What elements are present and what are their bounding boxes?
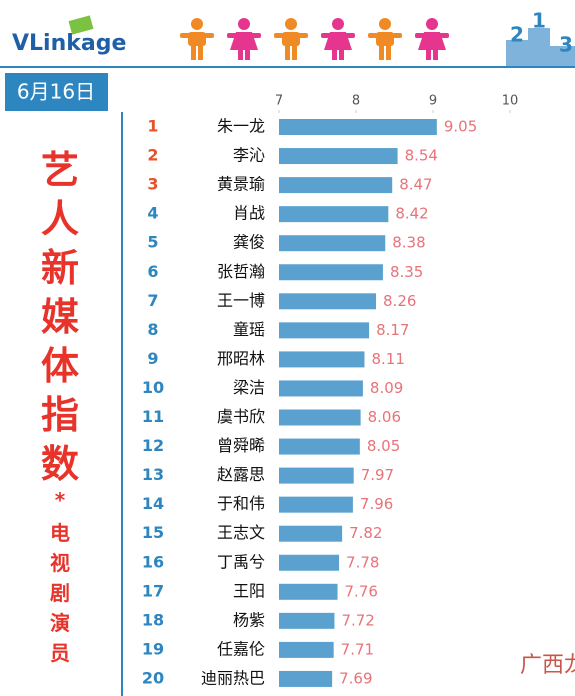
value-label: 7.72 xyxy=(341,611,374,629)
rank: 4 xyxy=(147,204,158,223)
y-tick-label: 王一博 xyxy=(217,291,265,310)
y-tick-label: 朱一龙 xyxy=(217,117,265,136)
y-tick-label: 迪丽热巴 xyxy=(201,668,265,687)
value-label: 7.96 xyxy=(360,495,393,513)
y-tick-label: 龚俊 xyxy=(233,233,265,252)
rank: 18 xyxy=(142,610,164,629)
rank: 3 xyxy=(147,175,158,194)
star: * xyxy=(54,488,66,512)
rank: 6 xyxy=(147,262,158,281)
y-tick-label: 曾舜晞 xyxy=(217,436,265,455)
podium-label: 2 xyxy=(510,23,524,47)
bar xyxy=(279,496,353,513)
rank: 15 xyxy=(142,523,164,542)
value-label: 8.35 xyxy=(390,263,423,281)
x-tick-label: 9 xyxy=(429,94,437,109)
bar xyxy=(279,264,383,281)
logo: VLinkage xyxy=(12,31,126,56)
x-tick-label: 7 xyxy=(275,94,283,109)
bar xyxy=(279,177,393,194)
bar xyxy=(279,438,360,455)
rank: 1 xyxy=(147,117,158,136)
value-label: 7.71 xyxy=(341,640,374,658)
podium-label: 3 xyxy=(559,33,573,57)
bar xyxy=(279,119,437,135)
bar xyxy=(279,380,363,397)
y-tick-label: 李沁 xyxy=(233,146,265,165)
bar xyxy=(279,206,389,223)
rank: 16 xyxy=(142,552,164,571)
value-label: 7.69 xyxy=(339,669,372,687)
bar xyxy=(279,641,334,658)
vertical-subtitle: 电视剧演员 xyxy=(50,521,70,665)
value-label: 8.26 xyxy=(383,292,416,310)
value-label: 8.11 xyxy=(371,350,404,368)
y-tick-label: 邢昭林 xyxy=(217,349,265,368)
y-tick-label: 童瑶 xyxy=(233,320,265,339)
people-icons xyxy=(180,18,449,60)
value-label: 8.38 xyxy=(392,234,425,252)
value-label: 7.78 xyxy=(346,553,379,571)
date-box xyxy=(5,73,108,111)
bar xyxy=(279,148,398,165)
y-tick-label: 丁禹兮 xyxy=(217,552,265,571)
y-tick-label: 王阳 xyxy=(233,581,265,600)
bar xyxy=(279,554,340,571)
value-label: 8.17 xyxy=(376,321,409,339)
value-label: 9.05 xyxy=(444,118,477,136)
rank: 13 xyxy=(142,465,164,484)
bar xyxy=(279,409,361,426)
value-label: 8.06 xyxy=(368,408,401,426)
rank: 12 xyxy=(142,436,164,455)
rank: 17 xyxy=(142,581,164,600)
bar xyxy=(279,293,377,310)
bar xyxy=(279,467,354,484)
y-tick-label: 张哲瀚 xyxy=(217,262,265,281)
bar xyxy=(279,525,343,542)
podium: 2 1 3 xyxy=(506,9,575,66)
y-tick-label: 肖战 xyxy=(233,204,265,223)
rank: 9 xyxy=(147,349,158,368)
bar xyxy=(279,583,338,600)
bar xyxy=(279,351,365,368)
value-label: 8.54 xyxy=(405,147,438,165)
bar xyxy=(279,322,370,339)
date: 6月16日 xyxy=(17,80,95,104)
y-tick-label: 黄景瑜 xyxy=(217,175,265,194)
rank: 8 xyxy=(147,320,158,339)
bar xyxy=(279,235,386,252)
y-tick-label: 王志文 xyxy=(217,523,265,542)
rank: 19 xyxy=(142,639,164,658)
value-label: 8.47 xyxy=(399,176,432,194)
bar xyxy=(279,612,335,629)
value-label: 7.82 xyxy=(349,524,382,542)
rank: 20 xyxy=(142,668,164,687)
y-tick-label: 任嘉伦 xyxy=(217,639,265,658)
podium-label: 1 xyxy=(532,9,546,33)
logo-icon xyxy=(68,15,94,35)
rank: 2 xyxy=(147,146,158,165)
y-tick-label: 虞书欣 xyxy=(217,407,265,426)
bar xyxy=(279,670,333,687)
y-tick-label: 杨紫 xyxy=(233,610,265,629)
value-label: 7.97 xyxy=(361,466,394,484)
value-label: 8.05 xyxy=(367,437,400,455)
watermark: 广西龙网 xyxy=(520,653,575,678)
y-tick-label: 于和伟 xyxy=(217,494,265,513)
rank: 5 xyxy=(147,233,158,252)
y-tick-label: 赵露思 xyxy=(217,465,265,484)
x-tick-label: 10 xyxy=(502,94,519,109)
rank: 7 xyxy=(147,291,158,310)
x-tick-label: 8 xyxy=(352,94,360,109)
value-label: 7.76 xyxy=(345,582,378,600)
rank: 10 xyxy=(142,378,164,397)
value-label: 8.42 xyxy=(395,205,428,223)
rank: 14 xyxy=(142,494,164,513)
value-label: 8.09 xyxy=(370,379,403,397)
vertical-title: 艺人新媒体指数 xyxy=(40,148,79,486)
y-tick-label: 梁洁 xyxy=(233,378,265,397)
rank: 11 xyxy=(142,407,164,426)
